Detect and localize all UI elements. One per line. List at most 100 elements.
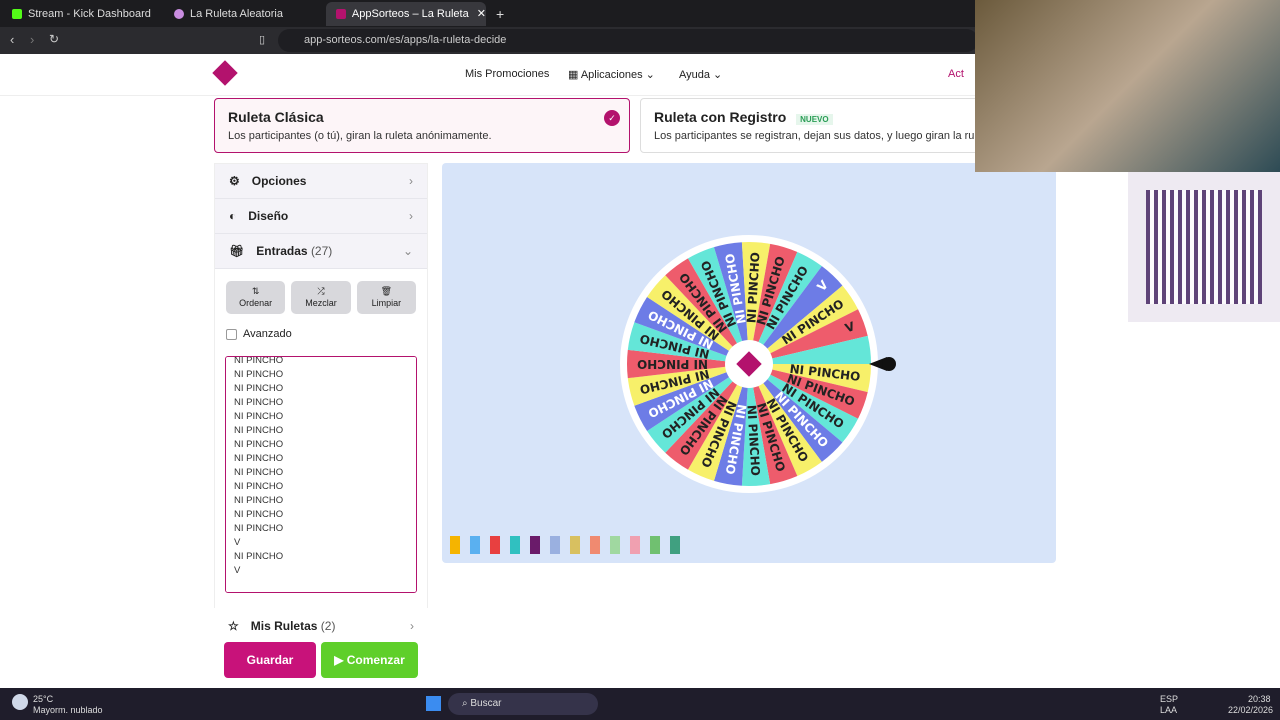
- card-title: Ruleta Clásica: [228, 109, 324, 125]
- reload-icon[interactable]: ↻: [49, 32, 60, 46]
- ruletas-count: (2): [320, 618, 336, 633]
- wheel-segment: [749, 309, 868, 364]
- new-tab-button[interactable]: +: [496, 5, 505, 22]
- forward-icon[interactable]: ›: [30, 32, 35, 47]
- clock-time[interactable]: 20:38: [1248, 694, 1271, 704]
- temperature: 25°C: [33, 694, 54, 704]
- palette-swatch[interactable]: [490, 536, 500, 554]
- guardar-button[interactable]: Guardar: [224, 642, 316, 678]
- appsorteos-logo[interactable]: [212, 60, 238, 86]
- palette-swatch[interactable]: [610, 536, 620, 554]
- wheel-segment: [688, 364, 749, 481]
- bookmark-icon[interactable]: ▯: [259, 34, 266, 46]
- chevron-right-icon: ›: [409, 174, 413, 188]
- palette-swatch[interactable]: [650, 536, 660, 554]
- palette-swatch[interactable]: [550, 536, 560, 554]
- palette-swatch[interactable]: [450, 536, 460, 554]
- wheel-segment: [688, 247, 749, 364]
- windows-start-icon[interactable]: [426, 696, 441, 711]
- wheel-segment: [749, 243, 798, 364]
- chevron-right-icon: ›: [409, 209, 413, 223]
- wheel-segment: [749, 266, 843, 364]
- entries-count: (27): [310, 244, 333, 258]
- wheel-segment: [749, 364, 859, 443]
- palette-icon: ◐: [229, 209, 237, 223]
- ordenar-button[interactable]: ⇅ Ordenar: [226, 281, 286, 314]
- checkbox-label: Avanzado: [243, 328, 292, 340]
- avanzado-checkbox[interactable]: Avanzado: [215, 314, 427, 354]
- palette-swatch[interactable]: [530, 536, 540, 554]
- entries-textarea[interactable]: [225, 356, 417, 593]
- cta-link[interactable]: Act: [948, 68, 964, 80]
- close-tab-icon[interactable]: ✕: [476, 8, 486, 20]
- taskbar-search[interactable]: ⌕ Buscar: [448, 693, 598, 715]
- url-field[interactable]: app-sorteos.com/es/apps/la-ruleta-decide: [278, 29, 978, 52]
- accordion-label: Entradas: [256, 244, 308, 258]
- nuevo-badge: NUEVO: [796, 114, 833, 125]
- accordion-opciones[interactable]: ⚙ Opciones ›: [215, 164, 427, 199]
- button-label: Limpiar: [371, 298, 402, 308]
- accordion-diseno[interactable]: ◐ Diseño ›: [215, 199, 427, 234]
- wheel-segment: [634, 296, 749, 364]
- wheel-segment: [665, 364, 749, 470]
- wheel-segment: [741, 364, 771, 486]
- palette-swatch[interactable]: [670, 536, 680, 554]
- tab-kick[interactable]: Stream - Kick Dashboard: [2, 2, 162, 26]
- card-ruleta-registro[interactable]: Ruleta con Registro NUEVO Los participan…: [640, 98, 980, 153]
- checkbox[interactable]: [226, 328, 237, 340]
- limpiar-button[interactable]: 🗑︎ Limpiar: [356, 281, 416, 314]
- card-desc: Los participantes se registran, dejan su…: [654, 130, 980, 142]
- accordion-entradas[interactable]: 🎁︎ Entradas (27) ⌄: [215, 234, 427, 269]
- palette-swatch[interactable]: [590, 536, 600, 554]
- comenzar-button[interactable]: ▶ Comenzar: [321, 642, 418, 678]
- wheel-segment: [741, 242, 771, 364]
- card-title: Ruleta con Registro: [654, 109, 787, 125]
- accordion-mis-ruletas[interactable]: ☆ Mis Ruletas (2) ›: [214, 608, 428, 643]
- wheel-segment: [627, 364, 749, 406]
- weather-text: Mayorm. nublado: [33, 705, 103, 715]
- wheel-segment: [714, 242, 749, 364]
- qr-code: [1128, 172, 1280, 322]
- trash-icon: 🗑︎: [380, 286, 393, 296]
- wheel-segment: [627, 349, 749, 379]
- search-label: Buscar: [470, 698, 502, 709]
- clock-date: 22/02/2026: [1228, 705, 1274, 715]
- check-icon: ✓: [604, 110, 620, 126]
- accordion-label: Diseño: [248, 209, 289, 223]
- wheel-segment: [647, 275, 749, 364]
- nav-mis-promociones[interactable]: Mis Promociones: [465, 68, 550, 80]
- palette-swatch[interactable]: [470, 536, 480, 554]
- gear-icon: ⚙: [229, 174, 240, 188]
- wheel-segment: [749, 251, 822, 364]
- wheel-segment: [665, 258, 749, 364]
- tab-label: AppSorteos – La Ruleta de la Su: [351, 7, 471, 20]
- pointer-knob: [882, 357, 896, 371]
- palette-swatch[interactable]: [570, 536, 580, 554]
- tab-ruleta[interactable]: La Ruleta Aleatoria: [164, 2, 324, 26]
- tab-appsorteos[interactable]: AppSorteos – La Ruleta de la Su ✕: [326, 1, 486, 26]
- palette-swatch[interactable]: [510, 536, 520, 554]
- ruleta-icon: [174, 8, 184, 19]
- wheel-segment: [749, 285, 859, 364]
- wheel-label: NI PINCHO: [744, 404, 762, 476]
- nav-label: Ayuda: [679, 69, 710, 81]
- wheel-pointer: [869, 357, 887, 371]
- wheel-label: NI PINCHO: [744, 252, 762, 324]
- wheel-segment: [749, 364, 868, 419]
- language[interactable]: ESP: [1160, 694, 1179, 704]
- nav-ayuda[interactable]: Ayuda ⌄: [679, 69, 723, 81]
- mezclar-button[interactable]: ⤮ Mezclar: [291, 281, 351, 314]
- wheel-segment: [749, 364, 871, 393]
- appsorteos-icon: [336, 8, 346, 19]
- accordion-label: Opciones: [251, 174, 307, 188]
- wheel-segment: [749, 335, 871, 364]
- tab-label: La Ruleta Aleatoria: [190, 7, 283, 20]
- button-label: Ordenar: [239, 298, 273, 308]
- palette-swatch[interactable]: [630, 536, 640, 554]
- card-ruleta-clasica[interactable]: Ruleta Clásica Los participantes (o tú),…: [214, 98, 630, 153]
- wheel-segment: [647, 364, 749, 453]
- back-icon[interactable]: ‹: [10, 32, 15, 47]
- nav-aplicaciones[interactable]: ▦ Aplicaciones ⌄: [568, 69, 655, 81]
- card-desc: Los participantes (o tú), giran la rulet…: [228, 130, 492, 142]
